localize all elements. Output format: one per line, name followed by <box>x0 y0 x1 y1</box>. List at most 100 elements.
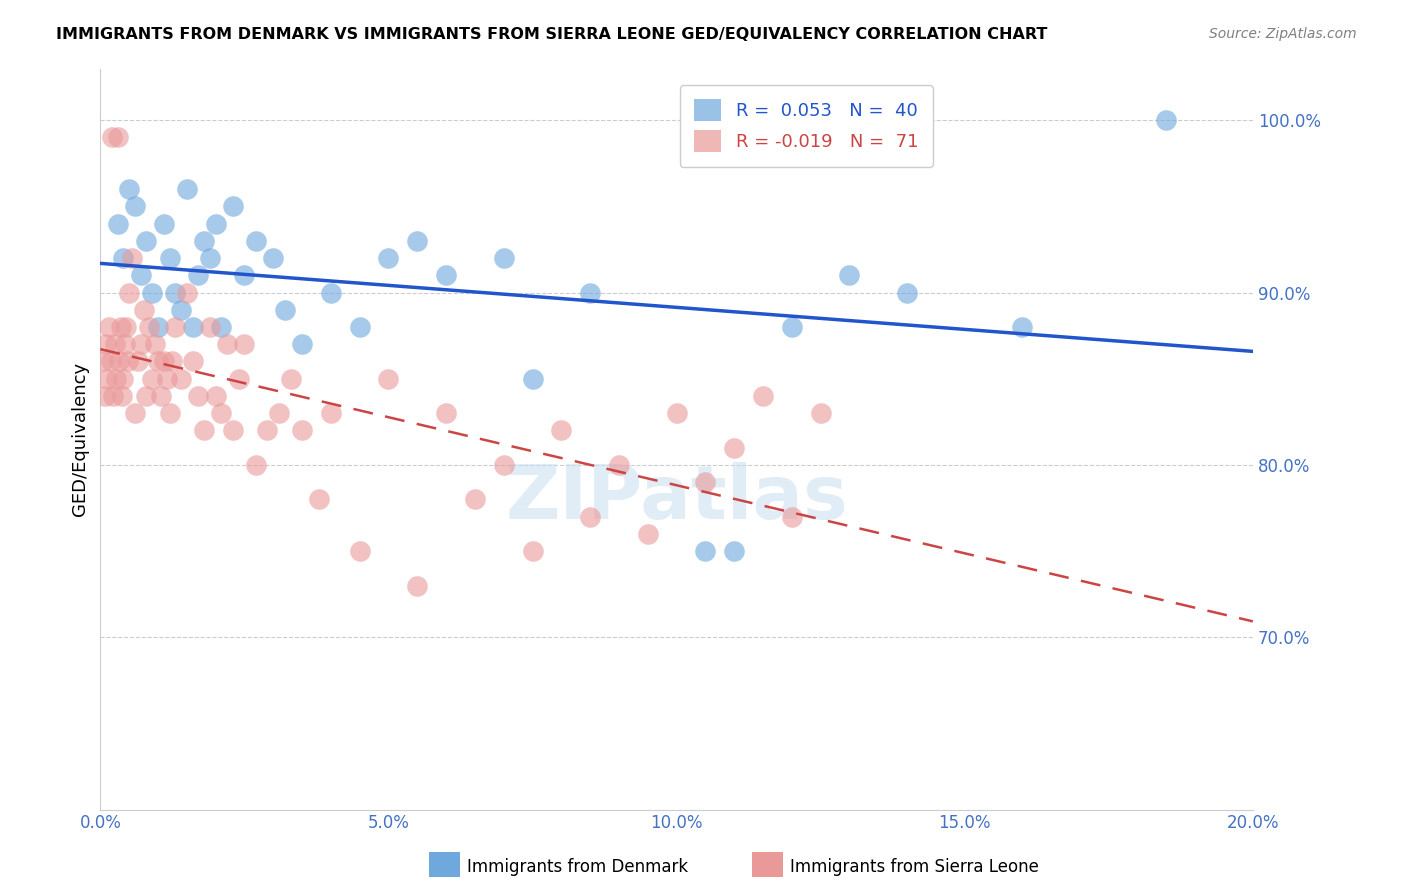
Text: Immigrants from Sierra Leone: Immigrants from Sierra Leone <box>790 858 1039 876</box>
Point <box>723 441 745 455</box>
Point <box>146 354 169 368</box>
Point <box>262 251 284 265</box>
Point <box>165 285 187 300</box>
Point <box>132 302 155 317</box>
Text: IMMIGRANTS FROM DENMARK VS IMMIGRANTS FROM SIERRA LEONE GED/EQUIVALENCY CORRELAT: IMMIGRANTS FROM DENMARK VS IMMIGRANTS FR… <box>56 27 1047 42</box>
Point <box>204 389 226 403</box>
Point <box>217 337 239 351</box>
Point <box>135 234 157 248</box>
Point <box>349 544 371 558</box>
Point <box>780 320 803 334</box>
Point <box>159 251 181 265</box>
Point <box>159 406 181 420</box>
Point <box>464 492 486 507</box>
Point <box>138 320 160 334</box>
Point <box>112 372 135 386</box>
Point <box>1156 113 1178 128</box>
Point <box>111 389 134 403</box>
Point <box>222 424 245 438</box>
Point <box>267 406 290 420</box>
Point <box>291 337 314 351</box>
Point <box>152 354 174 368</box>
Point <box>141 285 163 300</box>
Point <box>143 337 166 351</box>
Point <box>165 320 187 334</box>
Point <box>193 424 215 438</box>
Point <box>780 509 803 524</box>
Point <box>146 320 169 334</box>
Point <box>204 217 226 231</box>
Point <box>141 372 163 386</box>
Point <box>112 251 135 265</box>
Point <box>152 217 174 231</box>
Point <box>1011 320 1033 334</box>
Point <box>522 544 544 558</box>
Point <box>319 285 342 300</box>
Point <box>838 268 860 283</box>
Point <box>118 285 141 300</box>
Point <box>550 424 572 438</box>
Point <box>723 544 745 558</box>
Point <box>492 251 515 265</box>
Point <box>406 578 429 592</box>
Point <box>117 354 139 368</box>
Point <box>280 372 302 386</box>
Point <box>209 406 232 420</box>
Point <box>100 354 122 368</box>
Point <box>349 320 371 334</box>
Point <box>149 389 172 403</box>
Point <box>193 234 215 248</box>
Point <box>492 458 515 472</box>
Point <box>181 320 204 334</box>
Point <box>115 320 138 334</box>
Point <box>665 406 688 420</box>
Point <box>98 320 121 334</box>
Point <box>94 337 117 351</box>
Point <box>104 337 127 351</box>
Point <box>127 354 149 368</box>
Point <box>256 424 278 438</box>
Point <box>695 544 717 558</box>
Legend: R =  0.053   N =  40, R = -0.019   N =  71: R = 0.053 N = 40, R = -0.019 N = 71 <box>679 85 932 167</box>
Point <box>579 509 602 524</box>
Point <box>181 354 204 368</box>
Point <box>94 389 117 403</box>
Point <box>107 354 129 368</box>
Point <box>896 285 918 300</box>
Point <box>377 251 399 265</box>
Point <box>579 285 602 300</box>
Point <box>637 526 659 541</box>
Point <box>114 337 136 351</box>
Point <box>176 182 198 196</box>
Point <box>110 320 132 334</box>
Point <box>107 130 129 145</box>
Point <box>377 372 399 386</box>
Point <box>101 130 124 145</box>
Text: Immigrants from Denmark: Immigrants from Denmark <box>467 858 688 876</box>
Point <box>135 389 157 403</box>
Point <box>101 389 124 403</box>
Point <box>607 458 630 472</box>
Point <box>245 234 267 248</box>
Point <box>434 268 457 283</box>
Point <box>170 302 193 317</box>
Point <box>319 406 342 420</box>
Point <box>124 199 146 213</box>
Point <box>129 268 152 283</box>
Point <box>274 302 297 317</box>
Point <box>695 475 717 489</box>
Point <box>233 337 256 351</box>
Point <box>522 372 544 386</box>
Point <box>245 458 267 472</box>
Point <box>228 372 250 386</box>
Point <box>198 320 221 334</box>
Point <box>105 372 128 386</box>
Point <box>91 354 114 368</box>
Point <box>176 285 198 300</box>
Point <box>121 251 143 265</box>
Point <box>209 320 232 334</box>
Point <box>406 234 429 248</box>
Point <box>187 268 209 283</box>
Point <box>291 424 314 438</box>
Point <box>810 406 832 420</box>
